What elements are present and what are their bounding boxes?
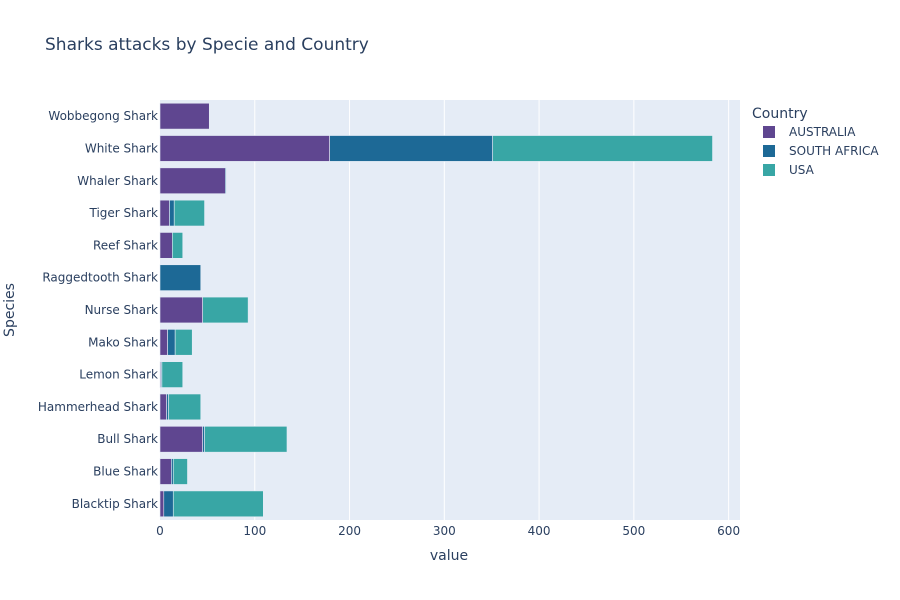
- y-tick-label: Whaler Shark: [77, 174, 158, 188]
- x-tick-label: 400: [528, 524, 551, 538]
- bar-australia[interactable]: [159, 329, 168, 356]
- y-tick-label: Blacktip Shark: [72, 497, 158, 511]
- bar-australia[interactable]: [159, 167, 226, 194]
- chart-title: Sharks attacks by Specie and Country: [45, 35, 369, 55]
- bar-usa[interactable]: [172, 490, 264, 518]
- bar-australia[interactable]: [159, 393, 167, 421]
- bar-usa[interactable]: [161, 361, 184, 388]
- legend-title: Country: [752, 106, 808, 122]
- bar-south-africa[interactable]: [163, 490, 174, 518]
- y-tick-label: Blue Shark: [93, 465, 158, 479]
- legend-swatch[interactable]: [763, 145, 775, 157]
- y-tick-label: Wobbegong Shark: [48, 109, 158, 123]
- legend-label[interactable]: SOUTH AFRICA: [789, 144, 879, 158]
- x-tick-label: 0: [156, 524, 164, 538]
- bar-usa[interactable]: [172, 458, 188, 485]
- bar-australia[interactable]: [159, 135, 330, 162]
- bar-australia[interactable]: [159, 296, 203, 324]
- x-tick-label: 100: [243, 524, 266, 538]
- y-tick-label: Reef Shark: [93, 238, 158, 252]
- legend-swatch[interactable]: [763, 126, 775, 138]
- bar-usa[interactable]: [202, 296, 249, 324]
- bar-australia[interactable]: [159, 199, 170, 227]
- y-axis-title: Species: [2, 283, 18, 337]
- y-tick-label: Mako Shark: [88, 335, 158, 349]
- y-tick-label: Lemon Shark: [79, 368, 158, 382]
- x-axis-title: value: [430, 548, 468, 564]
- legend-swatch[interactable]: [763, 164, 775, 176]
- bar-usa[interactable]: [172, 232, 184, 259]
- y-tick-label: Hammerhead Shark: [38, 400, 158, 414]
- gridlines: [254, 100, 730, 520]
- y-tick-label: Bull Shark: [97, 432, 158, 446]
- bar-australia[interactable]: [159, 102, 210, 130]
- y-tick-label: Tiger Shark: [88, 206, 158, 220]
- bar-south-africa[interactable]: [167, 329, 176, 356]
- y-tick-label: White Shark: [85, 141, 158, 155]
- bar-australia[interactable]: [159, 426, 203, 453]
- bar-south-africa[interactable]: [329, 135, 493, 162]
- x-tick-label: 500: [622, 524, 645, 538]
- legend-label[interactable]: AUSTRALIA: [789, 125, 856, 139]
- x-tick-label: 300: [433, 524, 456, 538]
- bar-south-africa[interactable]: [159, 264, 202, 291]
- y-tick-label: Raggedtooth Shark: [42, 271, 158, 285]
- bar-south-africa[interactable]: [169, 199, 175, 227]
- y-tick-label: Nurse Shark: [85, 303, 158, 317]
- bar-australia[interactable]: [159, 490, 165, 518]
- bars: [159, 102, 713, 518]
- bar-usa[interactable]: [168, 393, 202, 421]
- bar-australia[interactable]: [159, 232, 173, 259]
- bar-usa[interactable]: [204, 426, 288, 453]
- legend: Country AUSTRALIA SOUTH AFRICA USA: [752, 106, 879, 177]
- bar-usa[interactable]: [173, 199, 205, 227]
- bar-usa[interactable]: [492, 135, 713, 162]
- x-tick-label: 600: [717, 524, 740, 538]
- bar-australia[interactable]: [159, 458, 172, 485]
- legend-label[interactable]: USA: [789, 163, 815, 177]
- y-axis-ticks: Blacktip Shark Blue Shark Bull Shark Hammer…: [38, 109, 158, 511]
- bar-south-africa[interactable]: [225, 167, 227, 194]
- bar-usa[interactable]: [174, 329, 193, 356]
- x-axis-ticks: 0 100 200 300 400 500 600: [156, 524, 740, 538]
- x-tick-label: 200: [338, 524, 361, 538]
